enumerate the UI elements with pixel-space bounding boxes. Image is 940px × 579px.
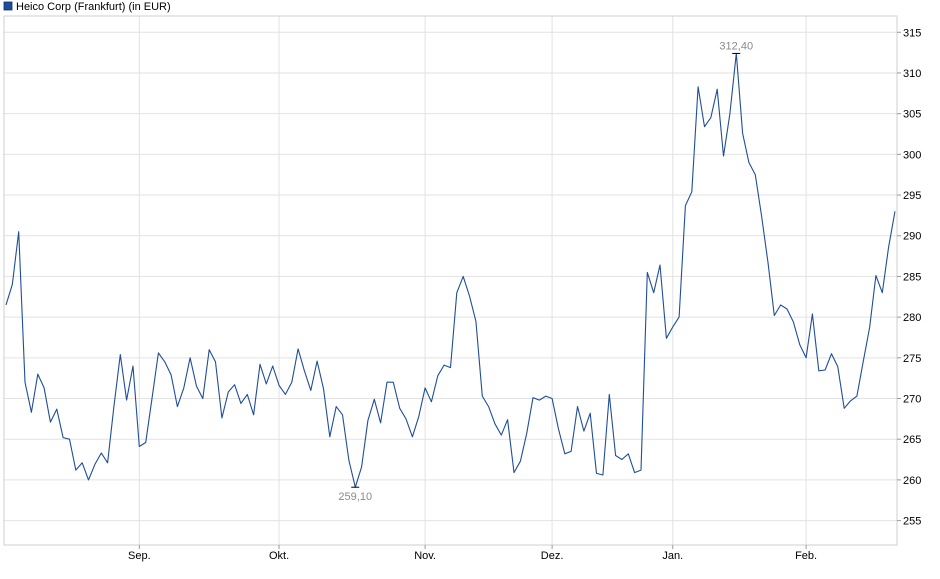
plot-frame	[3, 15, 898, 546]
x-tick-label: Feb.	[795, 550, 817, 562]
price-series-line	[5, 52, 896, 488]
x-tick-label: Nov.	[414, 550, 436, 562]
y-tick-label: 270	[903, 394, 921, 406]
y-tick-label: 290	[903, 231, 921, 243]
x-axis: Sep. Okt. Nov. Dez. Jan. Feb.	[128, 545, 817, 562]
y-tick-label: 275	[903, 353, 921, 365]
y-tick-label: 295	[903, 190, 921, 202]
x-tick-label: Okt.	[269, 550, 289, 562]
y-tick-label: 305	[903, 109, 921, 121]
y-axis: 255 260 265 270 275 280 285 290 295 300 305 310 315	[897, 27, 921, 528]
y-tick-label: 315	[903, 27, 921, 39]
legend-swatch	[3, 1, 13, 11]
min-value-label: 259,10	[338, 491, 372, 503]
grid	[4, 16, 897, 545]
x-tick-label: Dez.	[541, 550, 564, 562]
y-tick-label: 300	[903, 149, 921, 161]
annotations: 312,40 259,10	[338, 40, 753, 503]
x-tick-label: Sep.	[128, 550, 151, 562]
y-tick-label: 280	[903, 312, 921, 324]
y-tick-label: 265	[903, 434, 921, 446]
x-tick-label: Jan.	[662, 550, 683, 562]
max-value-label: 312,40	[719, 40, 753, 52]
legend-label: Heico Corp (Frankfurt) (in EUR)	[16, 1, 171, 13]
y-tick-label: 260	[903, 475, 921, 487]
y-tick-label: 285	[903, 271, 921, 283]
y-tick-label: 310	[903, 68, 921, 80]
legend: Heico Corp (Frankfurt) (in EUR)	[3, 1, 171, 13]
y-tick-label: 255	[903, 516, 921, 528]
